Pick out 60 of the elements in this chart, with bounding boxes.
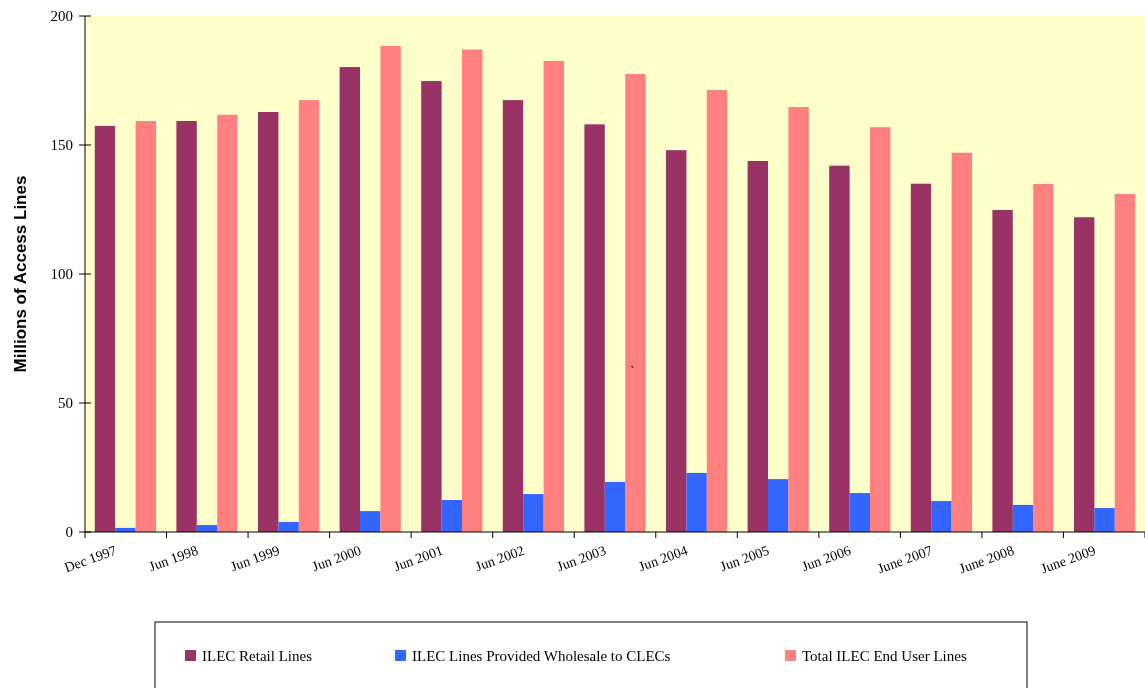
legend-label: ILEC Lines Provided Wholesale to CLECs <box>412 648 671 664</box>
y-tick-label: 150 <box>50 137 73 154</box>
x-tick-label: June 2007 <box>875 542 935 577</box>
legend-label: ILEC Retail Lines <box>202 648 313 664</box>
bar <box>931 501 952 532</box>
legend-label: Total ILEC End User Lines <box>802 648 967 664</box>
x-tick-label: Jun 1998 <box>147 542 201 575</box>
bar <box>666 150 687 532</box>
bar <box>768 479 789 532</box>
bar <box>747 161 768 532</box>
bar <box>523 494 544 532</box>
bar <box>1074 217 1095 532</box>
x-tick-label: Jun 2003 <box>555 542 609 575</box>
annotation: ` <box>630 364 635 379</box>
bar <box>298 100 320 532</box>
bar <box>829 165 850 532</box>
y-axis-title: Millions of Access Lines <box>11 175 30 373</box>
y-tick-label: 200 <box>50 8 73 25</box>
bar <box>849 493 870 532</box>
bar <box>951 152 973 532</box>
bar <box>870 127 891 532</box>
x-tick-label: Jun 2005 <box>718 542 772 575</box>
bar <box>94 125 116 532</box>
x-tick-label: Jun 1999 <box>228 542 282 575</box>
bar <box>217 114 238 532</box>
x-tick-label: June 2008 <box>957 542 1017 577</box>
x-tick-label: Jun 2004 <box>636 542 690 575</box>
bar <box>1094 508 1115 532</box>
x-tick-label: Jun 2000 <box>310 542 364 575</box>
bar <box>1114 194 1136 532</box>
y-tick-label: 100 <box>50 266 73 283</box>
bar <box>788 107 809 532</box>
bar <box>278 521 299 532</box>
bar <box>135 121 156 532</box>
bar <box>258 111 279 532</box>
bar <box>1033 183 1054 532</box>
bar <box>910 183 932 532</box>
bar <box>380 45 401 532</box>
x-tick-label: Jun 2006 <box>799 542 853 575</box>
bar <box>686 472 707 532</box>
x-tick-label: Dec 1997 <box>62 542 119 576</box>
bar <box>706 90 728 532</box>
bar <box>462 49 483 532</box>
bar <box>339 67 360 532</box>
bar <box>543 60 564 532</box>
y-tick-label: 50 <box>58 395 73 412</box>
bar <box>992 210 1013 532</box>
bar <box>360 511 381 532</box>
bar <box>1012 504 1034 532</box>
x-tick-label: June 2009 <box>1038 542 1098 577</box>
bar <box>604 481 626 532</box>
bar <box>625 74 646 532</box>
y-tick-label: 0 <box>65 524 73 541</box>
x-tick-label: Jun 2002 <box>473 542 527 575</box>
bar <box>441 500 462 532</box>
x-tick-label: Jun 2001 <box>391 542 445 575</box>
bar <box>421 81 442 532</box>
bar <box>584 124 605 532</box>
bar <box>502 100 524 532</box>
bar <box>176 121 197 532</box>
